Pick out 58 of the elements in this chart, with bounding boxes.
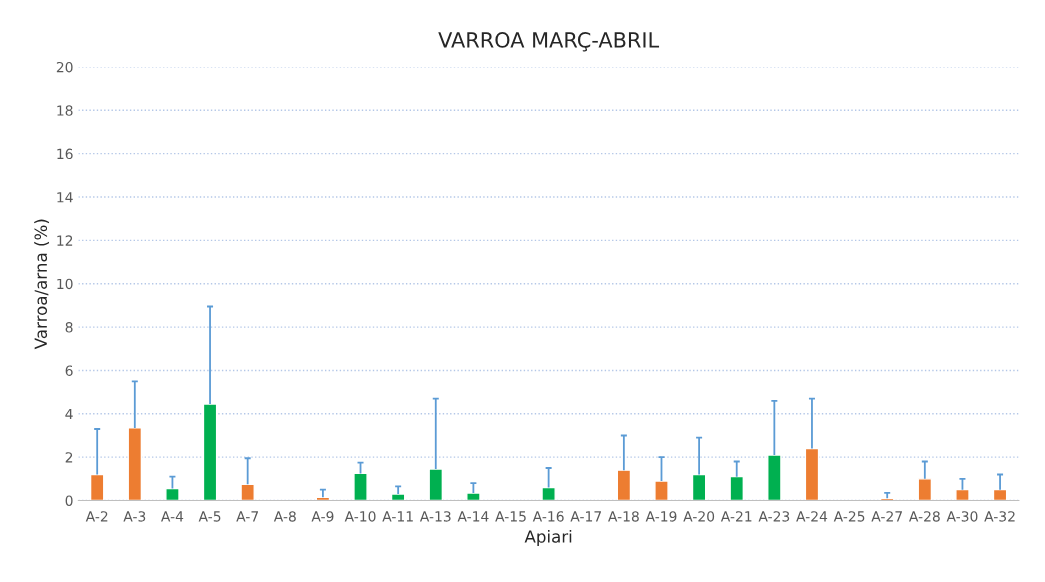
bar (654, 480, 669, 501)
x-tick-label: A-27 (871, 511, 902, 522)
y-tick-label: 12 (57, 235, 73, 246)
y-tick-label: 10 (57, 278, 73, 290)
y-tick-label: 8 (65, 322, 73, 333)
bar (917, 478, 933, 501)
y-tick-label: 14 (57, 192, 73, 203)
x-tick-label: A-8 (273, 511, 296, 522)
x-tick-label: A-21 (720, 511, 752, 522)
y-tick-label: 18 (57, 105, 73, 116)
y-tick-label: 20 (56, 61, 73, 73)
bar (202, 403, 218, 501)
x-tick-label: A-2 (85, 511, 108, 522)
bar (428, 468, 444, 501)
x-tick-label: A-25 (833, 511, 865, 522)
bar (541, 486, 556, 501)
bar (691, 473, 707, 501)
chart-title: VARROA MARÇ-ABRIL (438, 32, 660, 52)
x-tick-label: A-15 (495, 511, 526, 522)
bar (390, 493, 406, 501)
bar (992, 488, 1008, 501)
x-tick-label: A-28 (909, 511, 940, 522)
x-tick-label: A-16 (532, 511, 564, 522)
x-tick-label: A-10 (344, 511, 376, 522)
x-tick-label: A-11 (382, 511, 413, 522)
bar (804, 447, 820, 501)
bar (466, 492, 481, 501)
x-tick-label: A-9 (311, 511, 334, 522)
x-tick-label: A-17 (570, 511, 601, 522)
x-tick-label: A-5 (198, 511, 221, 522)
x-tick-label: A-23 (758, 511, 790, 522)
x-tick-label: A-24 (796, 511, 828, 522)
x-tick-label: A-14 (457, 511, 489, 522)
x-tick-label: A-30 (946, 511, 978, 522)
bar (127, 427, 143, 501)
x-tick-label: A-7 (236, 511, 258, 522)
bar (353, 472, 368, 501)
x-tick-label: A-32 (984, 511, 1015, 522)
bar (955, 488, 970, 501)
bar (240, 483, 255, 501)
y-tick-label: 16 (57, 148, 73, 160)
y-tick-label: 2 (65, 452, 73, 463)
y-axis-title: Varroa/arna (%) (34, 219, 50, 350)
bar (165, 487, 180, 501)
bar (89, 473, 105, 501)
bar (729, 475, 745, 501)
x-tick-label: A-18 (608, 511, 639, 522)
y-tick-label: 4 (65, 408, 73, 420)
x-axis-title: Apiari (524, 529, 572, 547)
x-tick-label: A-4 (161, 511, 184, 522)
y-tick-label: 6 (65, 365, 73, 376)
x-tick-label: A-13 (419, 511, 451, 522)
x-tick-label: A-20 (683, 511, 715, 522)
y-tick-label: 0 (65, 495, 73, 506)
x-tick-label: A-19 (645, 511, 677, 522)
bar (767, 454, 782, 501)
bar (616, 469, 632, 501)
x-tick-label: A-3 (123, 511, 146, 522)
